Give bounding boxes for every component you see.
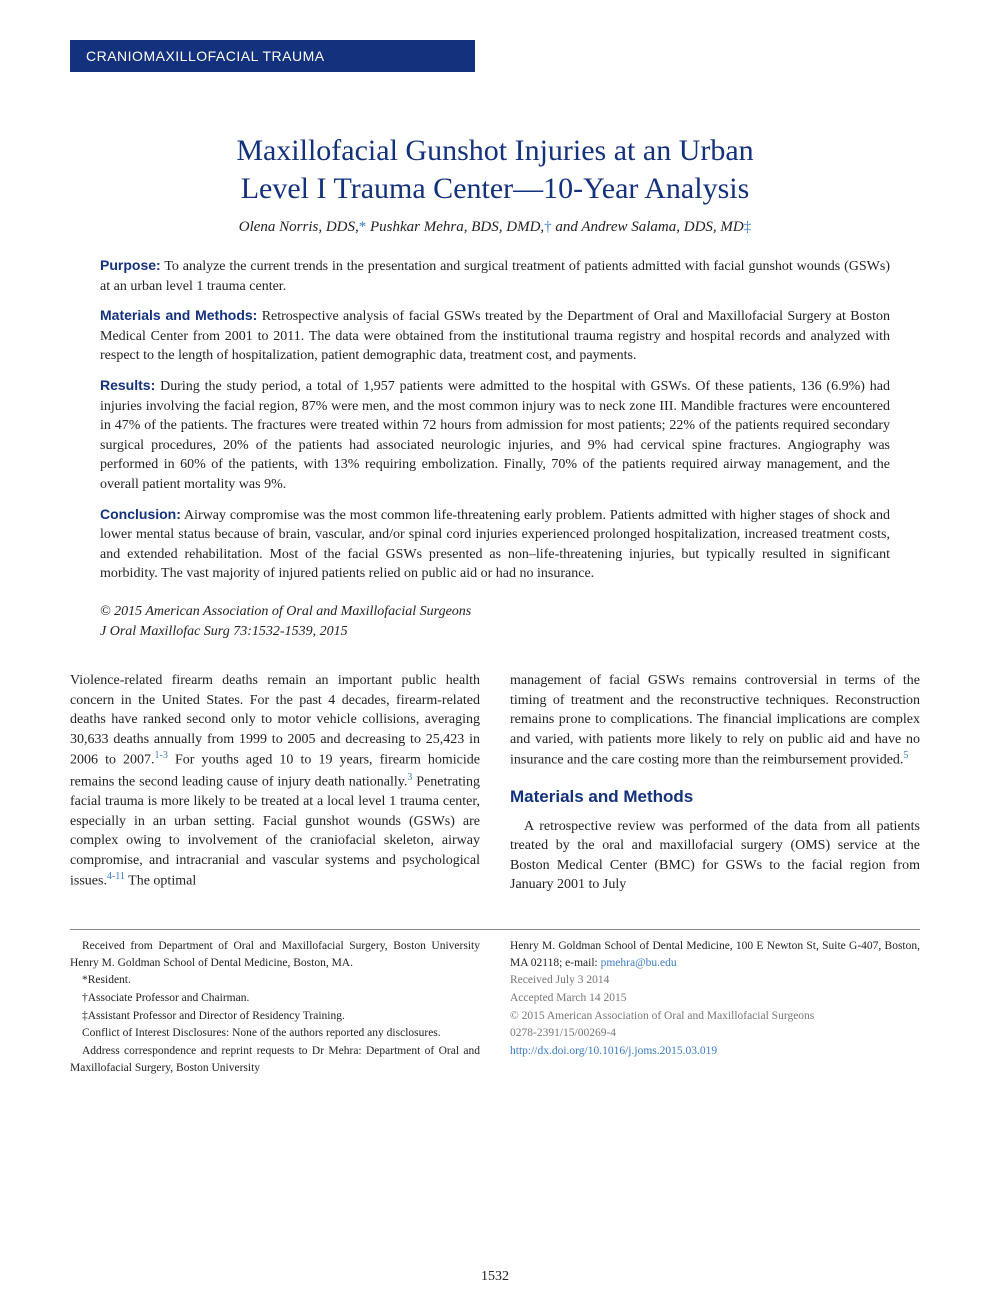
abstract-methods: Materials and Methods: Retrospective ana… bbox=[100, 306, 890, 366]
footer-block: Received from Department of Oral and Max… bbox=[70, 929, 920, 1077]
title-line-1: Maxillofacial Gunshot Injuries at an Urb… bbox=[236, 134, 753, 167]
author-3: Andrew Salama, DDS, MD bbox=[581, 219, 743, 235]
author-1-symbol: * bbox=[359, 219, 367, 235]
body-paragraph-2: management of facial GSWs remains contro… bbox=[510, 671, 920, 771]
abstract-purpose: Purpose: To analyze the current trends i… bbox=[100, 256, 890, 296]
section-heading-methods: Materials and Methods bbox=[510, 785, 920, 809]
footer-address-text: Henry M. Goldman School of Dental Medici… bbox=[510, 940, 920, 969]
footer-column-right: Henry M. Goldman School of Dental Medici… bbox=[510, 938, 920, 1077]
footer-email-link[interactable]: pmehra@bu.edu bbox=[601, 957, 677, 969]
copyright-line-1: © 2015 American Association of Oral and … bbox=[100, 602, 890, 622]
footer-received-date: Received July 3 2014 bbox=[510, 972, 920, 989]
footer-affiliation: Received from Department of Oral and Max… bbox=[70, 938, 480, 971]
footer-correspondence: Address correspondence and reprint reque… bbox=[70, 1043, 480, 1076]
footer-role-assistant: ‡Assistant Professor and Director of Res… bbox=[70, 1008, 480, 1025]
footer-accepted-date: Accepted March 14 2015 bbox=[510, 990, 920, 1007]
body-columns: Violence-related firearm deaths remain a… bbox=[70, 671, 920, 905]
body-paragraph-1: Violence-related firearm deaths remain a… bbox=[70, 671, 480, 892]
copyright-block: © 2015 American Association of Oral and … bbox=[70, 602, 920, 641]
abstract: Purpose: To analyze the current trends i… bbox=[70, 256, 920, 584]
body-text-1d: The optimal bbox=[125, 874, 196, 889]
footer-address: Henry M. Goldman School of Dental Medici… bbox=[510, 938, 920, 971]
title-line-2: Level I Trauma Center—10-Year Analysis bbox=[241, 172, 750, 205]
footer-column-left: Received from Department of Oral and Max… bbox=[70, 938, 480, 1077]
body-text-2a: management of facial GSWs remains contro… bbox=[510, 673, 920, 768]
purpose-label: Purpose: bbox=[100, 257, 161, 273]
purpose-text: To analyze the current trends in the pre… bbox=[100, 259, 890, 294]
author-3-prefix: and bbox=[555, 219, 581, 235]
author-3-symbol: ‡ bbox=[744, 219, 752, 235]
citation-sup-4[interactable]: 5 bbox=[903, 750, 908, 761]
body-column-left: Violence-related firearm deaths remain a… bbox=[70, 671, 480, 905]
body-text-1c: Penetrating facial trauma is more likely… bbox=[70, 774, 480, 889]
footer-role-resident: *Resident. bbox=[70, 972, 480, 989]
article-title: Maxillofacial Gunshot Injuries at an Urb… bbox=[70, 132, 920, 207]
author-1: Olena Norris, DDS, bbox=[239, 219, 359, 235]
results-label: Results: bbox=[100, 377, 155, 393]
footer-doi-link[interactable]: http://dx.doi.org/10.1016/j.joms.2015.03… bbox=[510, 1043, 920, 1060]
conclusion-label: Conclusion: bbox=[100, 506, 181, 522]
body-paragraph-3: A retrospective review was performed of … bbox=[510, 817, 920, 895]
author-2: Pushkar Mehra, BDS, DMD, bbox=[370, 219, 544, 235]
footer-issn: 0278-2391/15/00269-4 bbox=[510, 1025, 920, 1042]
footer-conflict: Conflict of Interest Disclosures: None o… bbox=[70, 1025, 480, 1042]
footer-copyright-small: © 2015 American Association of Oral and … bbox=[510, 1008, 920, 1025]
citation-sup-1[interactable]: 1-3 bbox=[155, 750, 168, 761]
results-text: During the study period, a total of 1,95… bbox=[100, 379, 890, 492]
abstract-results: Results: During the study period, a tota… bbox=[100, 376, 890, 495]
journal-citation: J Oral Maxillofac Surg 73:1532-1539, 201… bbox=[100, 622, 890, 642]
author-2-symbol: † bbox=[544, 219, 552, 235]
citation-sup-3[interactable]: 4-11 bbox=[107, 871, 125, 882]
page-number: 1532 bbox=[481, 1269, 509, 1285]
footer-role-associate: †Associate Professor and Chairman. bbox=[70, 990, 480, 1007]
authors-line: Olena Norris, DDS,* Pushkar Mehra, BDS, … bbox=[70, 219, 920, 236]
body-column-right: management of facial GSWs remains contro… bbox=[510, 671, 920, 905]
abstract-conclusion: Conclusion: Airway compromise was the mo… bbox=[100, 505, 890, 584]
section-banner: CRANIOMAXILLOFACIAL TRAUMA bbox=[70, 40, 475, 72]
methods-label: Materials and Methods: bbox=[100, 307, 257, 323]
conclusion-text: Airway compromise was the most common li… bbox=[100, 508, 890, 582]
